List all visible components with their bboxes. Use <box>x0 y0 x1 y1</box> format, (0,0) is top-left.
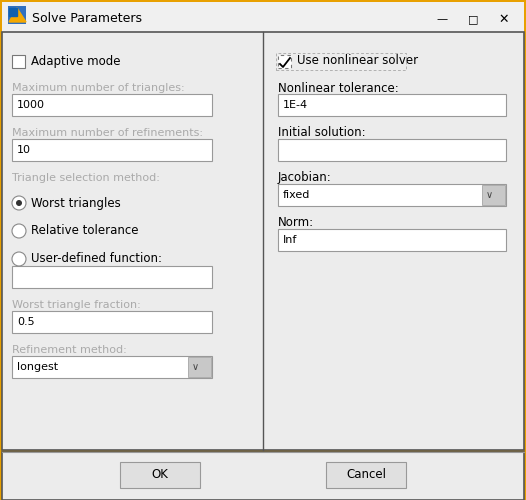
Text: Maximum number of refinements:: Maximum number of refinements: <box>12 128 203 138</box>
Text: Jacobian:: Jacobian: <box>278 172 332 184</box>
Bar <box>2 2 524 32</box>
Text: User-defined function:: User-defined function: <box>31 252 162 266</box>
Text: Worst triangle fraction:: Worst triangle fraction: <box>12 300 141 310</box>
Bar <box>276 53 406 70</box>
Bar <box>2 32 524 450</box>
Bar <box>278 55 291 68</box>
Text: Inf: Inf <box>283 235 297 245</box>
Bar <box>12 266 212 288</box>
Bar <box>12 311 212 333</box>
Bar <box>12 94 212 116</box>
Text: OK: OK <box>151 468 168 481</box>
Polygon shape <box>9 8 17 16</box>
Bar <box>12 356 212 378</box>
Text: ∨: ∨ <box>486 190 493 200</box>
Text: Initial solution:: Initial solution: <box>278 126 366 140</box>
Text: Worst triangles: Worst triangles <box>31 196 121 209</box>
Text: 10: 10 <box>17 145 31 155</box>
Bar <box>12 55 25 68</box>
Bar <box>2 452 524 500</box>
Text: 1E-4: 1E-4 <box>283 100 308 110</box>
Circle shape <box>16 200 22 206</box>
Text: □: □ <box>468 14 479 24</box>
Text: Triangle selection method:: Triangle selection method: <box>12 173 160 183</box>
Circle shape <box>12 224 26 238</box>
Text: fixed: fixed <box>283 190 310 200</box>
Text: 0.5: 0.5 <box>17 317 35 327</box>
Bar <box>482 185 505 205</box>
Bar <box>278 184 506 206</box>
Text: Solve Parameters: Solve Parameters <box>32 12 142 26</box>
Bar <box>278 229 506 251</box>
Circle shape <box>12 196 26 210</box>
Bar <box>8 6 26 24</box>
Circle shape <box>12 252 26 266</box>
Text: Use nonlinear solver: Use nonlinear solver <box>297 54 418 68</box>
Text: ∨: ∨ <box>192 362 199 372</box>
Bar <box>12 139 212 161</box>
Text: ✕: ✕ <box>498 12 509 26</box>
Text: Maximum number of triangles:: Maximum number of triangles: <box>12 83 185 93</box>
Polygon shape <box>9 8 26 22</box>
Bar <box>188 357 211 377</box>
Text: Relative tolerance: Relative tolerance <box>31 224 138 237</box>
Text: —: — <box>436 14 447 24</box>
Text: Adaptive mode: Adaptive mode <box>31 54 120 68</box>
Bar <box>326 462 406 488</box>
Bar <box>120 462 200 488</box>
Text: 1000: 1000 <box>17 100 45 110</box>
Text: Norm:: Norm: <box>278 216 314 230</box>
Text: longest: longest <box>17 362 58 372</box>
Text: Refinement method:: Refinement method: <box>12 345 127 355</box>
Bar <box>278 94 506 116</box>
Bar <box>278 139 506 161</box>
Text: Nonlinear tolerance:: Nonlinear tolerance: <box>278 82 399 94</box>
Text: Cancel: Cancel <box>346 468 386 481</box>
